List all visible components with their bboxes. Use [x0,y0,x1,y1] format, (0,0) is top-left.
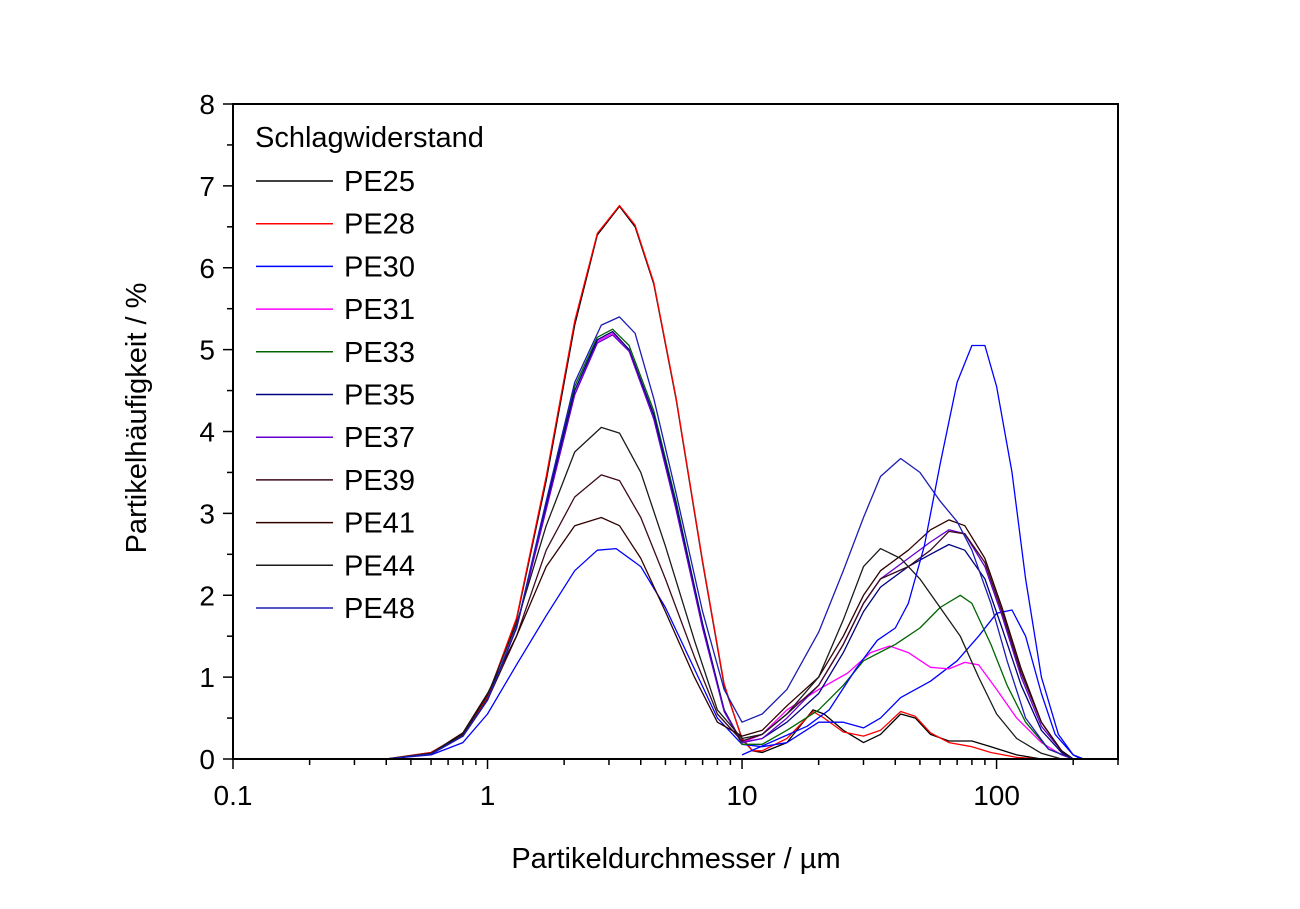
legend-label: PE31 [344,294,415,326]
x-axis-title: Partikeldurchmesser / µm [511,843,840,875]
legend-label: PE41 [344,508,415,540]
y-tick-label: 2 [199,580,215,611]
legend-label: PE35 [344,380,415,412]
legend-title: Schlagwiderstand [255,122,484,154]
legend-label: PE33 [344,337,415,369]
y-axis: 0 1 2 3 4 5 6 7 8 [199,89,233,775]
legend-label: PE30 [344,251,415,283]
legend-label: PE37 [344,422,415,454]
series-line-pe44 [386,426,1062,760]
x-tick-label: 0.1 [214,780,253,811]
series-lines [386,204,1084,760]
legend-label: PE48 [344,593,415,625]
legend-label: PE25 [344,166,415,198]
x-axis: 0.1 1 10 100 [214,759,1119,811]
y-tick-label: 5 [199,335,215,366]
series-line-pe41 [386,516,1074,760]
legend-label: PE28 [344,209,415,241]
y-tick-label: 6 [199,253,215,284]
x-tick-label: 1 [480,780,496,811]
series-line-pe48 [386,316,1074,760]
y-tick-label: 0 [199,744,215,775]
series-line-pe39 [386,474,1074,760]
legend: Schlagwiderstand PE25 PE28 PE30 PE31 PE33 PE3… [255,122,484,625]
series-line-pe28 [386,204,1042,760]
series-line-pe30 [386,547,1084,760]
series-line-pe37 [386,334,1074,760]
series-line-pe25 [386,205,1042,760]
y-axis-title: Partikelhäufigkeit / % [121,283,153,554]
y-tick-label: 4 [199,417,215,448]
x-tick-label: 100 [973,780,1020,811]
legend-label: PE44 [344,550,415,582]
y-tick-label: 3 [199,498,215,529]
y-tick-label: 8 [199,89,215,120]
x-tick-label: 10 [726,780,757,811]
legend-label: PE39 [344,465,415,497]
series-line-extra-11 [741,344,1082,760]
y-tick-label: 1 [199,662,215,693]
y-tick-label: 7 [199,171,215,202]
